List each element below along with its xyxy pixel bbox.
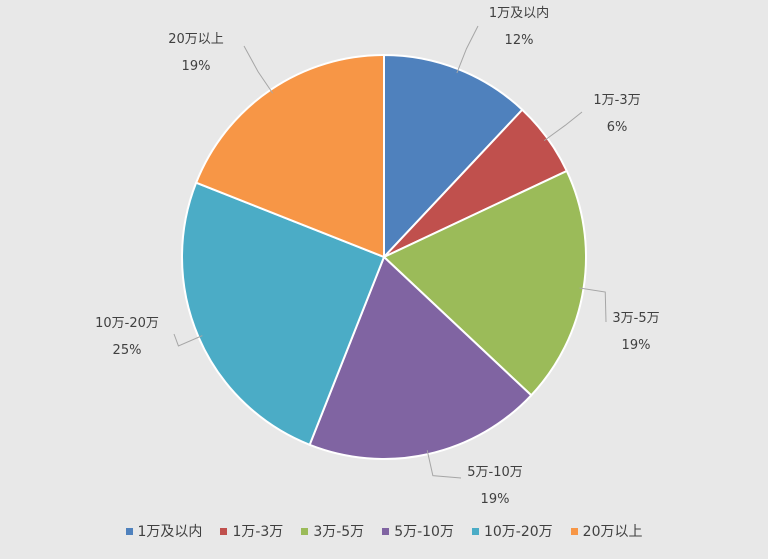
legend-label: 20万以上 [582,524,643,540]
legend-swatch-2 [301,527,309,535]
leader-line [456,25,479,74]
data-label-category: 3万-5万 [612,311,659,326]
data-labels: 1万及以内 12% 1万-3万 6% 3万-5万 19% 5万-10万 19% 10万-20万 2… [95,5,660,507]
data-label-category: 20万以上 [168,32,224,47]
legend-item: 5万-10万 [382,521,454,541]
data-label-value: 12% [505,33,534,48]
legend-label: 5万-10万 [394,524,454,540]
pie-chart: 1万及以内 12% 1万-3万 6% 3万-5万 19% 5万-10万 19% 10万-20万 2… [95,5,660,507]
legend-item: 1万及以内 [125,521,203,541]
data-label-value: 19% [481,492,510,507]
data-label-category: 5万-10万 [467,465,523,480]
legend-label: 1万-3万 [232,524,284,540]
data-label-value: 6% [607,120,628,135]
legend-item: 3万-5万 [301,521,364,541]
data-label-value: 19% [182,59,211,74]
data-label-value: 19% [622,338,651,353]
leader-line [243,45,274,94]
data-label-category: 1万及以内 [489,5,549,21]
data-label-category: 10万-20万 [95,316,159,331]
legend-swatch-4 [471,527,479,535]
chart-legend: 1万及以内 1万-3万 3万-5万 5万-10万 10万-20万 20万以上 [0,519,768,543]
leader-line [543,111,583,142]
leader-line [173,333,203,347]
data-label-value: 25% [113,343,142,358]
pie-slices [181,53,587,460]
legend-label: 1万及以内 [137,524,203,540]
legend-swatch-3 [382,527,390,535]
legend-label: 10万-20万 [483,524,553,540]
leader-line [426,450,462,479]
legend-item: 1万-3万 [220,521,283,541]
legend-swatch-5 [570,527,578,535]
data-label-category: 1万-3万 [593,93,640,108]
leader-line [579,287,607,323]
legend-item: 10万-20万 [471,521,553,541]
legend-swatch-0 [125,527,133,535]
legend-label: 3万-5万 [313,524,365,540]
legend-swatch-1 [220,527,228,535]
legend-item: 20万以上 [570,521,643,541]
